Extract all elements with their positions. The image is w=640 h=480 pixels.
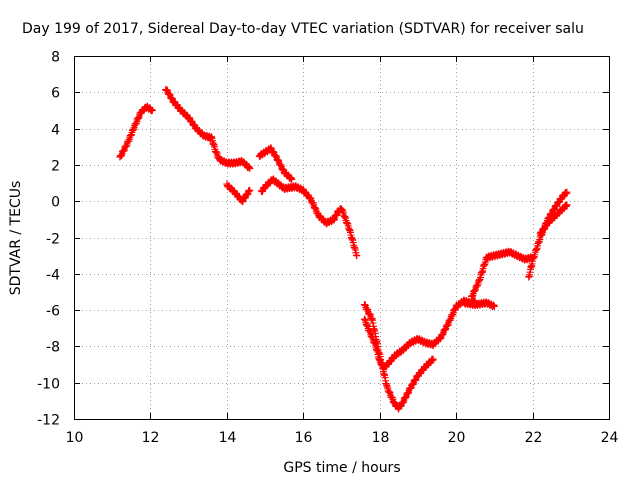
data-point — [353, 252, 361, 260]
y-tick-label: 8 — [51, 50, 60, 66]
x-tick-label: 24 — [601, 430, 619, 446]
x-tick-label: 10 — [66, 430, 84, 446]
data-point — [246, 186, 254, 194]
y-tick-label: -2 — [46, 232, 60, 248]
y-tick-label: -6 — [46, 304, 60, 320]
x-tick-label: 22 — [525, 430, 543, 446]
series-arc-2 — [162, 85, 254, 173]
y-axis-label: SDTVAR / TECUs — [8, 181, 24, 296]
y-tick-label: 4 — [51, 123, 60, 139]
chart-title: Day 199 of 2017, Sidereal Day-to-day VTE… — [22, 21, 584, 37]
series-arc-9 — [460, 298, 498, 311]
series-layer — [116, 85, 571, 413]
grid-layer — [74, 56, 609, 419]
x-tick-label: 14 — [219, 430, 237, 446]
y-tick-label: -8 — [46, 340, 60, 356]
x-tick-label: 20 — [448, 430, 466, 446]
data-point — [246, 165, 254, 173]
plot-frame — [74, 56, 610, 420]
data-point — [563, 201, 571, 209]
series-arc-4 — [255, 144, 296, 183]
y-tick-label: -10 — [37, 377, 60, 393]
series-arc-1 — [116, 102, 156, 161]
series-arc-5 — [257, 175, 361, 260]
y-tick-label: -4 — [46, 268, 60, 284]
y-tick-label: 2 — [51, 159, 60, 175]
series-arc-6 — [360, 296, 479, 373]
series-arc-10 — [525, 188, 571, 281]
y-tick-label: -12 — [37, 413, 60, 429]
data-point — [148, 106, 156, 114]
data-point — [429, 355, 437, 363]
y-tick-label: 0 — [51, 195, 60, 211]
x-tick-label: 12 — [142, 430, 160, 446]
series-arc-7 — [360, 301, 437, 413]
x-tick-label: 16 — [295, 430, 313, 446]
x-tick-label: 18 — [372, 430, 390, 446]
x-axis-label: GPS time / hours — [283, 460, 400, 476]
data-point — [563, 188, 571, 196]
y-tick-label: 6 — [51, 86, 60, 102]
series-arc-3 — [223, 180, 254, 206]
series-arc-11 — [536, 201, 571, 237]
series-arc-8 — [467, 247, 537, 300]
data-point — [490, 302, 498, 310]
data-point — [288, 175, 296, 183]
